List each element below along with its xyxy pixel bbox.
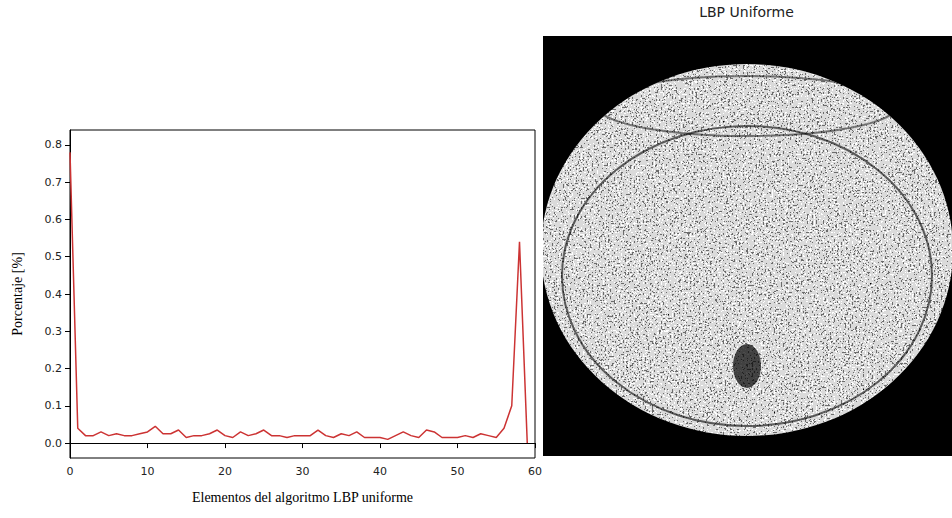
svg-text:0.1: 0.1 (45, 399, 63, 412)
svg-text:30: 30 (296, 465, 310, 478)
svg-text:0: 0 (67, 465, 74, 478)
svg-text:0.2: 0.2 (45, 362, 63, 375)
svg-text:0.7: 0.7 (45, 176, 63, 189)
svg-text:0.8: 0.8 (45, 138, 63, 151)
svg-text:20: 20 (218, 465, 232, 478)
svg-text:0.5: 0.5 (45, 250, 63, 263)
svg-text:50: 50 (451, 465, 465, 478)
svg-text:0.6: 0.6 (45, 213, 63, 226)
svg-text:10: 10 (141, 465, 155, 478)
svg-text:Porcentaje [%]: Porcentaje [%] (10, 252, 25, 336)
svg-text:60: 60 (528, 465, 542, 478)
html-text:LBP Uniforme: LBP Uniforme (699, 4, 794, 20)
svg-text:Elementos del algoritmo LBP un: Elementos del algoritmo LBP uniforme (192, 490, 413, 505)
svg-text:0.3: 0.3 (45, 325, 63, 338)
svg-text:0.0: 0.0 (45, 437, 63, 450)
svg-text:40: 40 (373, 465, 387, 478)
svg-text:0.4: 0.4 (45, 288, 63, 301)
